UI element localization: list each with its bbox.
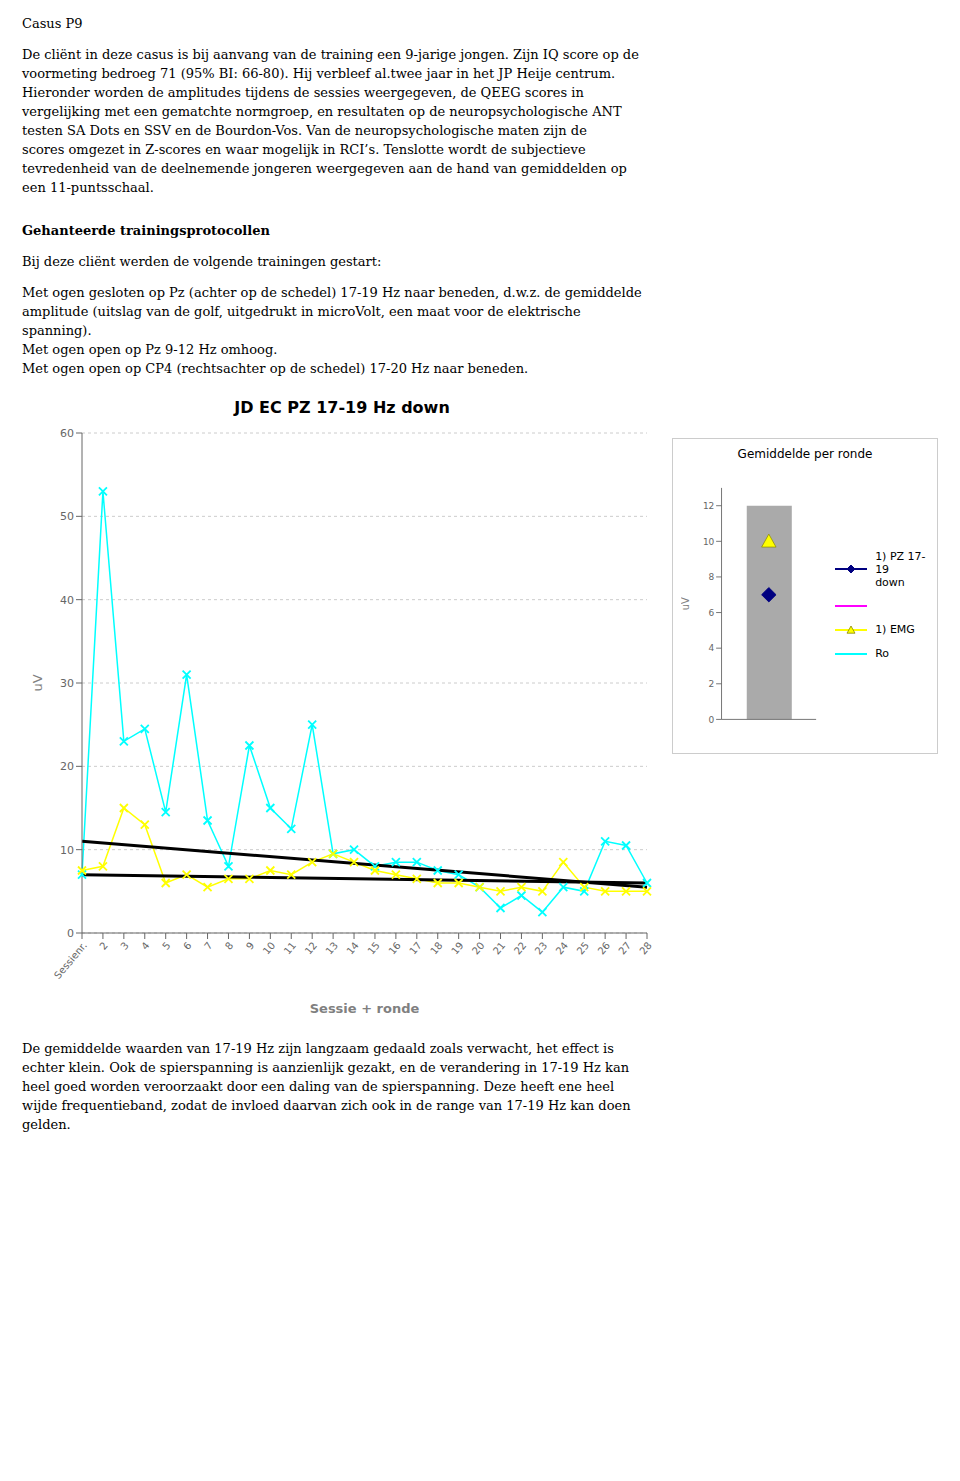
html-text:echter klein. Ook de spierspan: echter klein. Ook de spierspanning is aa…: [22, 1060, 630, 1075]
svg-text:Sessienr.: Sessienr.: [52, 940, 89, 981]
svg-text:7: 7: [202, 940, 215, 952]
svg-text:12: 12: [303, 940, 320, 957]
svg-text:30: 30: [60, 677, 74, 690]
svg-text:27: 27: [616, 940, 633, 957]
svg-text:6: 6: [709, 608, 715, 618]
html-text:tevredenheid van de deelnemend: tevredenheid van de deelnemende jongeren…: [22, 161, 627, 176]
html-text:De gemiddelde waarden van 17-1: De gemiddelde waarden van 17-19 Hz zijn …: [22, 1041, 614, 1056]
svg-text:19: 19: [449, 940, 466, 957]
html-text:spanning).: spanning).: [22, 323, 92, 338]
svg-text:5: 5: [160, 940, 173, 952]
svg-text:0: 0: [67, 927, 74, 940]
svg-text:8: 8: [223, 940, 236, 952]
svg-text:20: 20: [60, 760, 74, 773]
html-text:Met ogen open op Pz 9-12 Hz om: Met ogen open op Pz 9-12 Hz omhoog.: [22, 342, 278, 357]
svg-text:60: 60: [60, 427, 74, 440]
svg-text:13: 13: [323, 940, 340, 957]
html-text:JD EC PZ 17-19 Hz down: JD EC PZ 17-19 Hz down: [234, 398, 450, 417]
svg-text:uV: uV: [681, 597, 691, 610]
html-text:testen SA Dots en SSV en de Bo: testen SA Dots en SSV en de Bourdon-Vos.…: [22, 123, 587, 138]
svg-text:0: 0: [709, 715, 715, 725]
html-text:gelden.: gelden.: [22, 1117, 71, 1132]
html-text:Met ogen open op CP4 (rechtsac: Met ogen open op CP4 (rechtsachter op de…: [22, 361, 529, 376]
svg-text:4: 4: [709, 643, 715, 653]
html-text:Gehanteerde trainingsprotocoll: Gehanteerde trainingsprotocollen: [22, 223, 270, 238]
svg-text:10: 10: [703, 537, 715, 547]
html-text:Casus P9: Casus P9: [22, 16, 83, 31]
html-text:amplitude (uitslag van de golf: amplitude (uitslag van de golf, uitgedru…: [22, 304, 581, 319]
html-text:Met ogen gesloten op Pz (achte: Met ogen gesloten op Pz (achter op de sc…: [22, 285, 642, 300]
svg-text:23: 23: [533, 940, 550, 957]
svg-text:50: 50: [60, 510, 74, 523]
html-text:1) PZ 17-19 down: 1) PZ 17-19 down: [875, 549, 926, 589]
svg-text:24: 24: [554, 940, 571, 957]
svg-text:40: 40: [60, 594, 74, 607]
svg-text:21: 21: [491, 940, 508, 957]
svg-text:28: 28: [637, 940, 654, 957]
svg-text:2: 2: [709, 679, 715, 689]
html-text:heel goed worden veroorzaakt d: heel goed worden veroorzaakt door een da…: [22, 1079, 615, 1094]
html-text:Hieronder worden de amplitudes: Hieronder worden de amplitudes tijdens d…: [22, 85, 584, 100]
html-text:vergelijking met een gematchte: vergelijking met een gematchte normgroep…: [22, 104, 622, 119]
svg-text:25: 25: [575, 940, 592, 957]
html-text:wijde frequentieband, zodat de: wijde frequentieband, zodat de invloed d…: [22, 1098, 631, 1113]
svg-text:2: 2: [97, 940, 110, 952]
html-text:een 11-puntsschaal.: een 11-puntsschaal.: [22, 180, 154, 195]
html-text:De cliënt in deze casus is bij: De cliënt in deze casus is bij aanvang v…: [22, 47, 639, 62]
html-text:1) EMG: 1) EMG: [875, 623, 915, 636]
svg-text:6: 6: [181, 940, 194, 952]
svg-text:12: 12: [703, 501, 714, 511]
html-text:scores omgezet in Z-scores en: scores omgezet in Z-scores en waar mogel…: [22, 142, 586, 157]
svg-text:22: 22: [512, 940, 529, 957]
svg-text:11: 11: [282, 940, 299, 957]
svg-text:26: 26: [596, 940, 613, 957]
svg-text:10: 10: [261, 940, 278, 957]
svg-text:8: 8: [709, 572, 715, 582]
svg-text:4: 4: [139, 940, 152, 952]
svg-text:uV: uV: [30, 674, 45, 691]
svg-text:9: 9: [244, 940, 257, 952]
svg-text:10: 10: [60, 844, 74, 857]
svg-text:3: 3: [118, 940, 131, 952]
svg-text:18: 18: [428, 940, 445, 957]
html-text:Bij deze cliënt werden de volg: Bij deze cliënt werden de volgende train…: [22, 254, 382, 269]
svg-text:20: 20: [470, 940, 487, 957]
svg-text:15: 15: [365, 940, 382, 957]
svg-text:17: 17: [407, 940, 424, 957]
html-text:Gemiddelde per ronde: Gemiddelde per ronde: [737, 447, 873, 461]
svg-text:Sessie + ronde: Sessie + ronde: [310, 1001, 420, 1016]
html-text:Ro: Ro: [875, 647, 889, 660]
svg-text:16: 16: [386, 940, 403, 957]
html-text:voormeting bedroeg 71 (95% BI:: voormeting bedroeg 71 (95% BI: 66-80). H…: [22, 66, 616, 81]
svg-text:14: 14: [344, 940, 361, 957]
